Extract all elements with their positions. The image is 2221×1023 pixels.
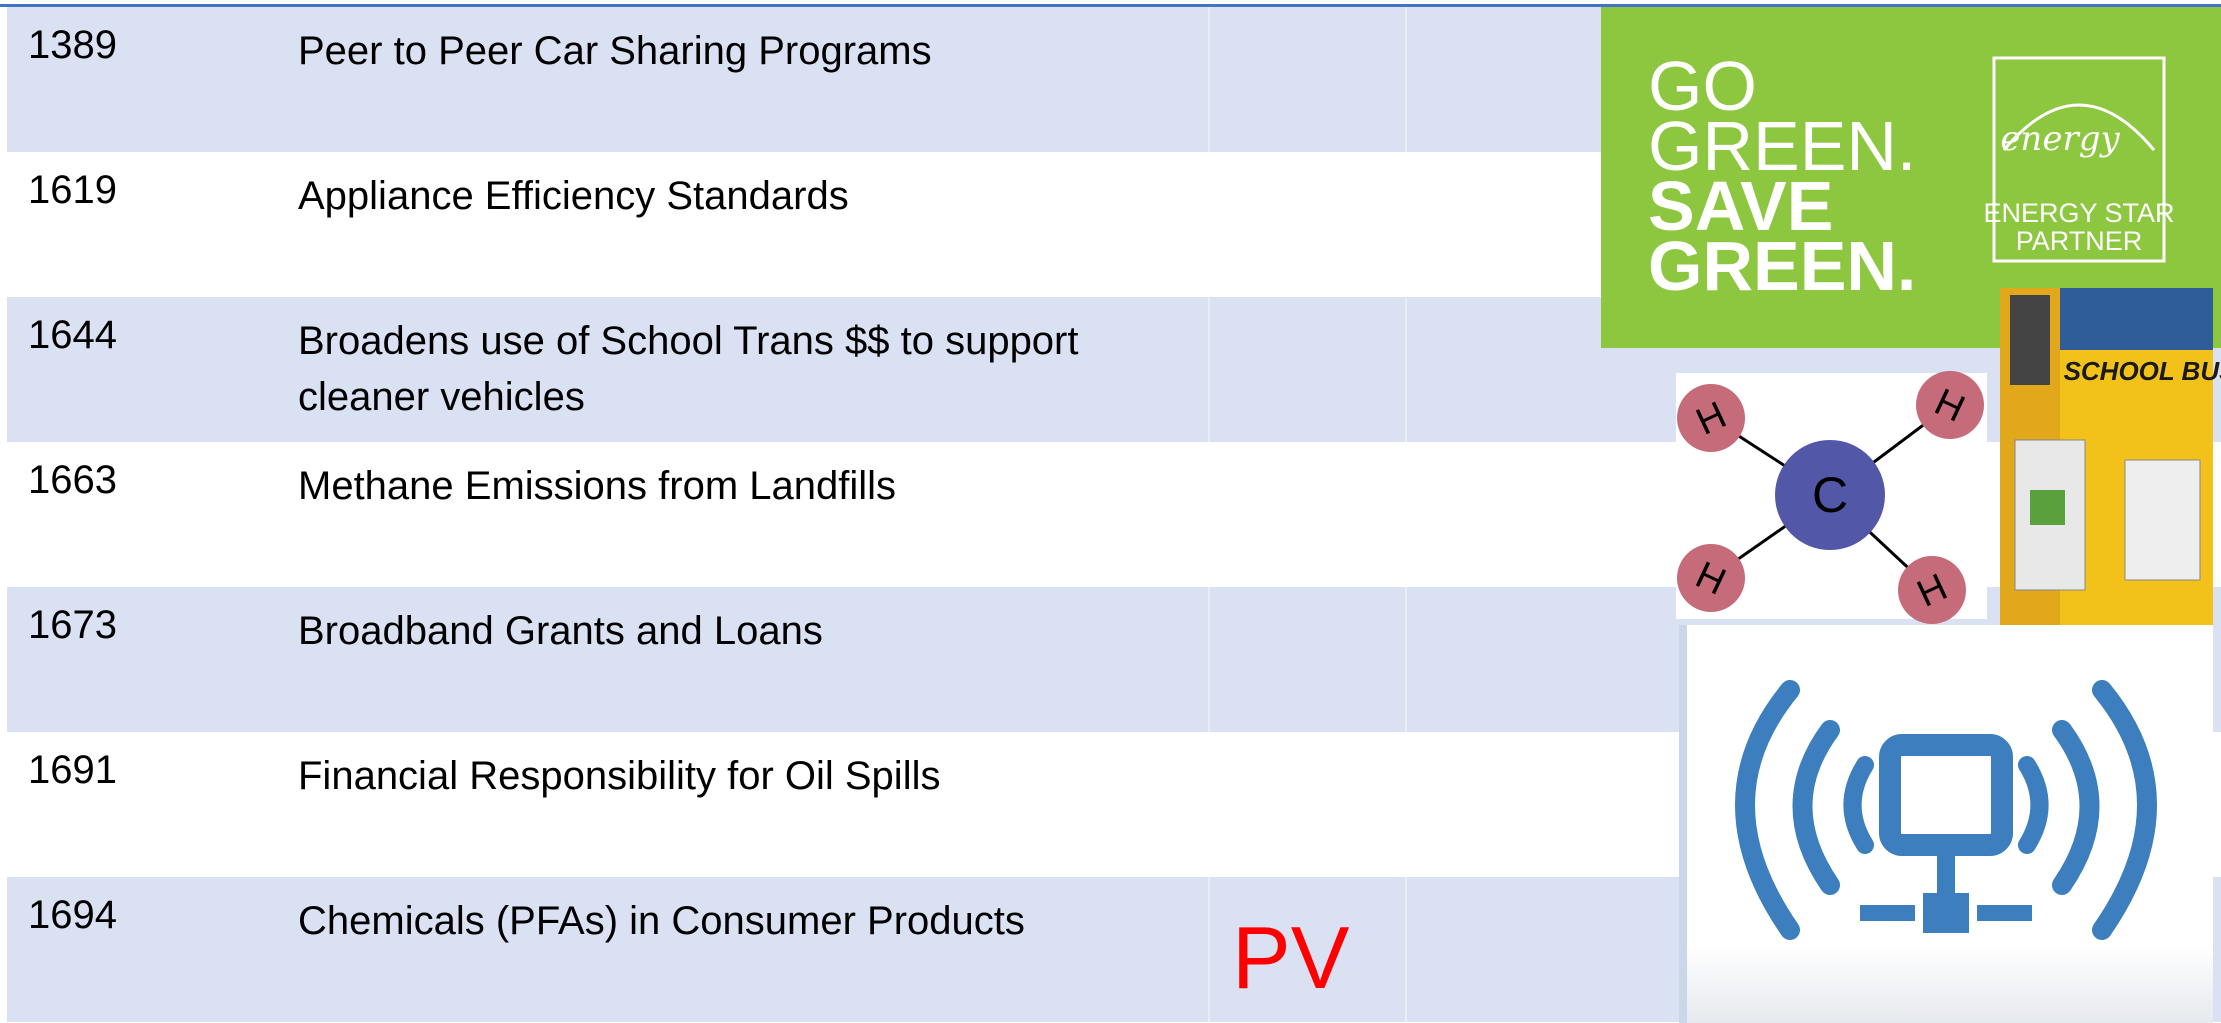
bus-sign: SCHOOL BUS [2064,356,2221,386]
badge-text: ENERGY STAR [1983,198,2174,228]
badge-text: PARTNER [2016,226,2143,256]
images: GO GREEN. SAVE GREEN. energy ENERGY STAR… [0,0,2221,1023]
logo-text: GREEN. [1648,227,1916,305]
atom-label: C [1812,467,1848,523]
wifi-icon [1679,625,2213,1023]
badge-script: energy [2000,119,2120,159]
school-bus-photo: SCHOOL BUS [2000,288,2221,653]
page: 1389Peer to Peer Car Sharing Programs161… [0,0,2221,1023]
